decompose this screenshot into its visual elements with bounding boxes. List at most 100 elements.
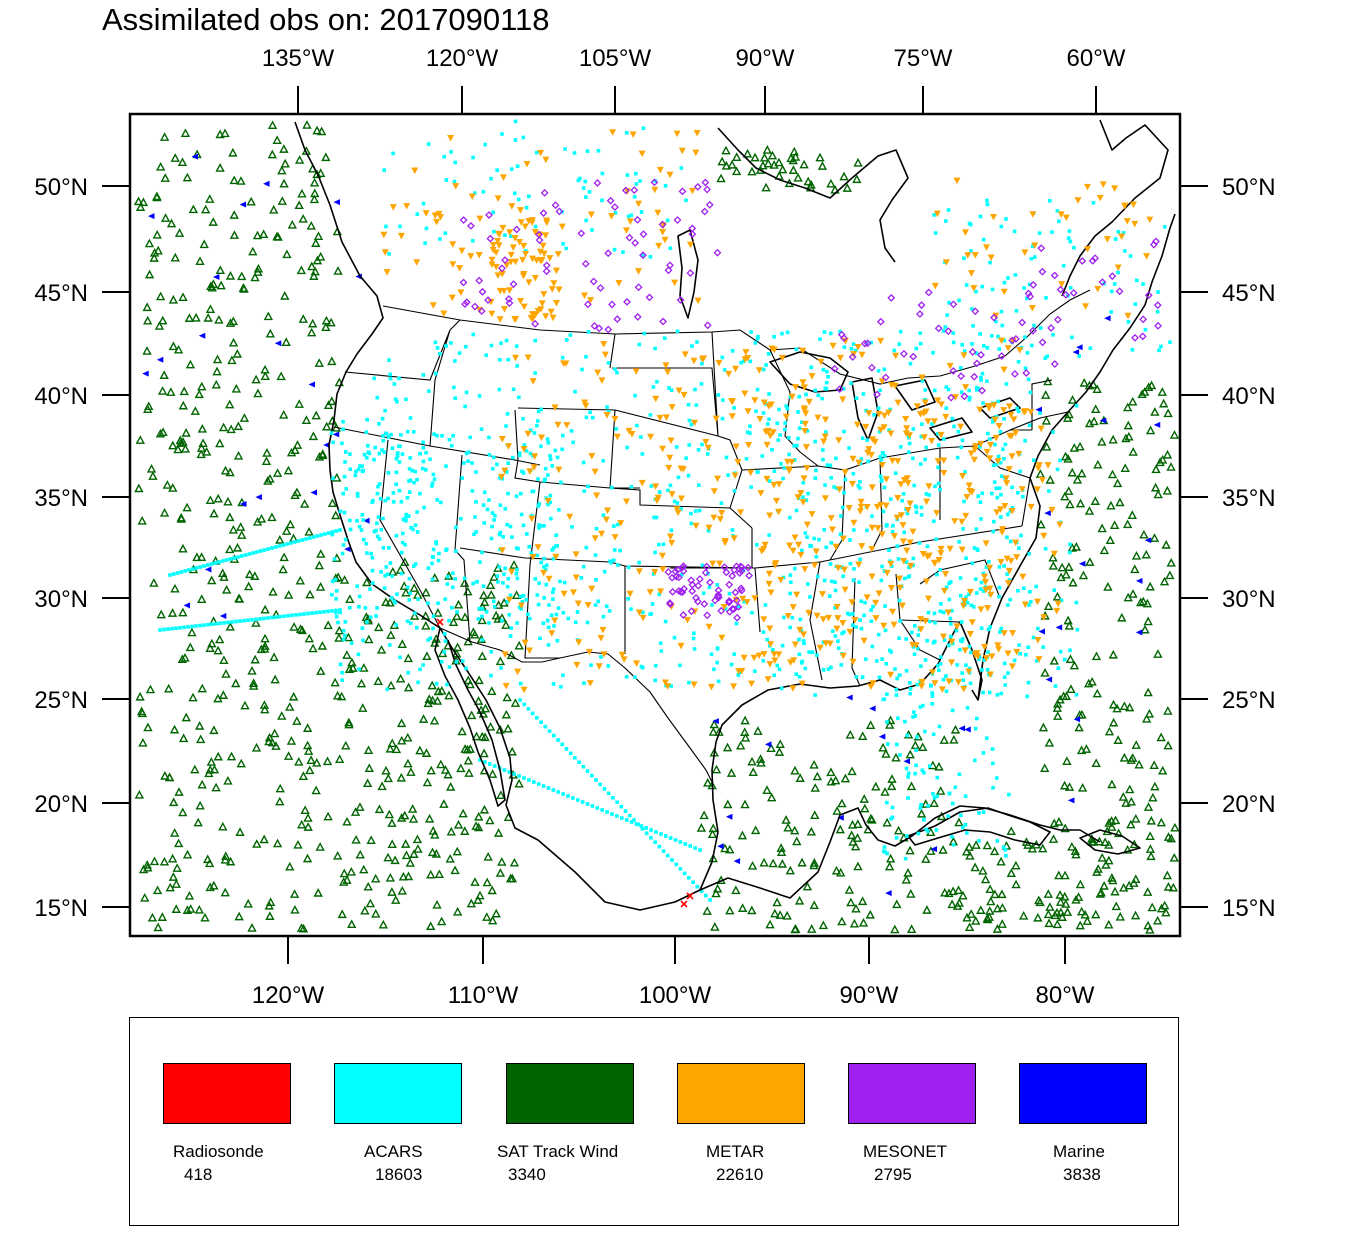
sat-track-wind-marker [344, 719, 354, 729]
sat-track-wind-marker [1128, 589, 1138, 598]
hudson-bay-coastline [717, 127, 909, 263]
acars-marker [957, 298, 961, 303]
acars-marker [459, 517, 463, 521]
acars-marker [684, 198, 688, 203]
acars-marker [413, 611, 417, 616]
metar-marker [868, 484, 876, 491]
metar-marker [422, 210, 430, 217]
acars-marker [657, 490, 662, 494]
acars-marker [1109, 289, 1114, 294]
acars-marker [803, 531, 808, 535]
sat-track-wind-marker [1119, 701, 1130, 711]
acars-marker [859, 457, 864, 461]
acars-marker [668, 483, 673, 488]
acars-marker [958, 576, 963, 580]
acars-marker [521, 135, 526, 140]
acars-marker [372, 457, 376, 462]
sat-track-wind-marker [831, 865, 842, 875]
acars-marker [507, 770, 512, 774]
acars-marker [999, 691, 1004, 696]
acars-marker [408, 591, 412, 596]
acars-marker [442, 632, 447, 636]
sat-track-wind-marker [387, 818, 397, 827]
sat-track-wind-marker [190, 764, 200, 774]
sat-track-wind-marker [1163, 706, 1173, 715]
acars-marker [400, 531, 405, 536]
metar-marker [933, 509, 941, 517]
sat-track-wind-marker [142, 346, 152, 355]
acars-marker [435, 433, 439, 438]
metar-marker [821, 433, 829, 441]
mesonet-marker [595, 324, 604, 333]
acars-marker [998, 460, 1003, 465]
acars-marker [329, 431, 334, 435]
acars-marker [519, 607, 523, 611]
metar-marker [766, 432, 774, 440]
acars-marker [392, 382, 397, 386]
acars-marker [823, 430, 828, 434]
metar-marker [789, 547, 797, 555]
metar-marker [495, 230, 503, 238]
acars-marker [404, 519, 408, 523]
acars-marker [661, 542, 666, 547]
sat-track-wind-marker [152, 885, 163, 895]
acars-marker [788, 515, 792, 520]
acars-marker [348, 452, 352, 456]
sat-track-wind-marker [1118, 792, 1128, 801]
sat-track-wind-marker [197, 779, 207, 789]
metar-marker [655, 242, 663, 250]
acars-marker [849, 381, 853, 385]
acars-marker [506, 576, 511, 581]
acars-marker [767, 417, 771, 421]
acars-marker [724, 455, 729, 460]
metar-marker [690, 681, 698, 688]
sat-track-wind-marker [1042, 441, 1052, 451]
acars-marker [967, 592, 971, 597]
acars-marker [406, 514, 411, 518]
mesonet-marker [540, 188, 549, 197]
acars-marker [357, 594, 362, 599]
acars-marker [756, 334, 760, 339]
metar-marker [553, 300, 561, 307]
mesonet-marker [686, 269, 695, 278]
marine-marker [1055, 624, 1063, 631]
metar-marker [540, 569, 548, 577]
metar-marker [537, 306, 545, 313]
sat-track-wind-marker [765, 919, 775, 929]
sat-track-wind-marker [355, 802, 365, 811]
metar-marker [841, 469, 849, 476]
metar-marker [548, 630, 556, 637]
acars-marker [944, 406, 949, 410]
metar-marker [801, 428, 809, 435]
acars-marker [218, 621, 222, 626]
acars-marker [947, 791, 952, 796]
sat-track-wind-marker [142, 302, 152, 312]
metar-marker [987, 254, 995, 262]
acars-marker [978, 332, 982, 336]
marine-marker [274, 340, 282, 347]
acars-marker [926, 610, 931, 615]
acars-marker [382, 168, 386, 172]
metar-marker [501, 467, 509, 475]
acars-marker [421, 201, 426, 206]
sat-track-wind-marker [1126, 819, 1136, 829]
metar-marker [500, 287, 508, 295]
acars-marker [238, 619, 242, 623]
metar-marker [710, 514, 718, 522]
acars-marker [705, 452, 710, 456]
sat-track-wind-marker [450, 865, 460, 875]
acars-marker [508, 234, 513, 238]
acars-marker [1066, 236, 1071, 240]
acars-marker [967, 388, 971, 393]
metar-marker [501, 305, 509, 313]
sat-track-wind-marker [997, 902, 1008, 912]
acars-marker [1026, 377, 1031, 382]
sat-track-wind-marker [311, 238, 321, 247]
acars-marker [547, 729, 552, 733]
sat-track-wind-marker [882, 817, 892, 827]
acars-marker [529, 551, 534, 555]
acars-marker [765, 422, 770, 426]
acars-marker [449, 341, 453, 345]
metar-marker [549, 314, 557, 322]
acars-marker [895, 544, 900, 549]
